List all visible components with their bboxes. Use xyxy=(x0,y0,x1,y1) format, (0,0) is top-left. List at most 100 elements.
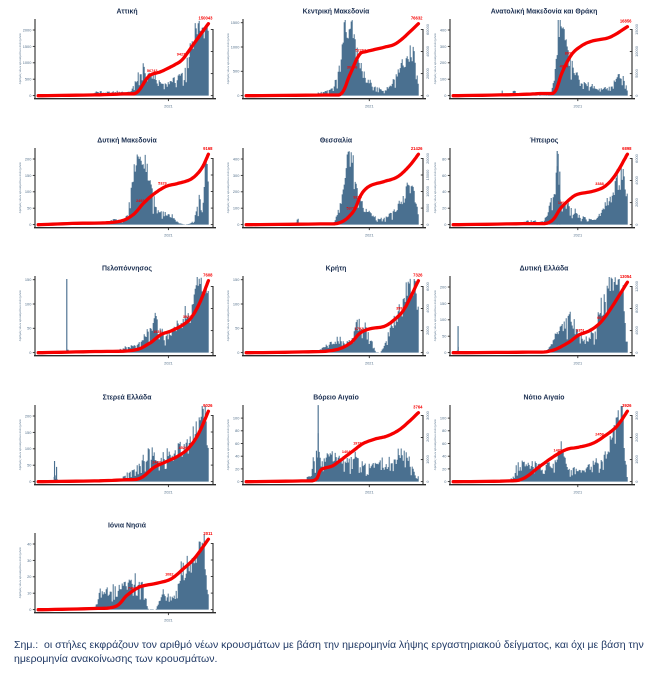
svg-text:0: 0 xyxy=(444,350,447,355)
svg-text:2021: 2021 xyxy=(365,489,374,494)
svg-text:150: 150 xyxy=(440,301,447,306)
svg-text:3926: 3926 xyxy=(622,403,632,408)
svg-text:4526: 4526 xyxy=(179,446,187,450)
svg-text:60: 60 xyxy=(442,440,447,445)
svg-text:0: 0 xyxy=(444,479,447,484)
svg-text:400: 400 xyxy=(440,27,447,32)
svg-text:Ανατολική Μακεδονία και Θράκη: Ανατολική Μακεδονία και Θράκη xyxy=(491,8,598,16)
svg-text:16856: 16856 xyxy=(620,19,632,24)
svg-text:8000: 8000 xyxy=(634,303,639,312)
svg-text:6000: 6000 xyxy=(215,169,216,178)
svg-text:1082: 1082 xyxy=(165,573,173,577)
svg-text:6898: 6898 xyxy=(622,146,632,151)
svg-text:Αριθμός νέων κρουσμάτων ανά ημ: Αριθμός νέων κρουσμάτων ανά ημ/νία xyxy=(226,162,230,213)
svg-text:Αριθμός νέων κρουσμάτων ανά ημ: Αριθμός νέων κρουσμάτων ανά ημ/νία xyxy=(226,290,230,341)
svg-text:2011: 2011 xyxy=(203,531,213,536)
svg-text:0: 0 xyxy=(444,222,447,227)
svg-text:5000: 5000 xyxy=(634,68,639,77)
svg-text:100000: 100000 xyxy=(215,44,216,58)
svg-text:100: 100 xyxy=(25,189,32,194)
svg-text:100: 100 xyxy=(440,317,447,322)
svg-text:Αριθμός νέων κρουσμάτων ανά ημ: Αριθμός νέων κρουσμάτων ανά ημ/νία xyxy=(18,419,22,470)
svg-text:746: 746 xyxy=(128,586,134,590)
svg-text:1481: 1481 xyxy=(553,448,561,452)
svg-text:2467: 2467 xyxy=(152,460,160,464)
svg-text:60: 60 xyxy=(235,440,240,445)
svg-text:0: 0 xyxy=(237,479,240,484)
svg-text:20000: 20000 xyxy=(425,152,430,164)
svg-text:2021: 2021 xyxy=(573,104,582,109)
svg-text:3764: 3764 xyxy=(413,404,423,409)
svg-text:80: 80 xyxy=(235,428,240,433)
svg-text:6925: 6925 xyxy=(597,316,605,320)
svg-text:9289: 9289 xyxy=(353,195,361,199)
svg-text:2021: 2021 xyxy=(164,104,173,109)
svg-text:3000: 3000 xyxy=(634,410,639,419)
svg-text:150: 150 xyxy=(25,172,32,177)
svg-text:150000: 150000 xyxy=(215,22,216,36)
svg-text:Κρήτη: Κρήτη xyxy=(326,266,347,273)
svg-text:0: 0 xyxy=(29,479,32,484)
svg-text:1792: 1792 xyxy=(355,327,363,331)
svg-text:10000: 10000 xyxy=(425,185,430,197)
svg-text:100: 100 xyxy=(440,415,447,420)
svg-text:Αριθμός νέων κρουσμάτων ανά ημ: Αριθμός νέων κρουσμάτων ανά ημ/νία xyxy=(18,162,22,213)
svg-text:0: 0 xyxy=(425,351,430,354)
svg-text:Αριθμός νέων κρουσμάτων ανά ημ: Αριθμός νέων κρουσμάτων ανά ημ/νία xyxy=(18,33,22,84)
svg-text:0: 0 xyxy=(29,222,32,227)
svg-text:300: 300 xyxy=(440,44,447,49)
svg-text:1978: 1978 xyxy=(353,441,361,445)
svg-text:5329: 5329 xyxy=(158,181,166,185)
svg-text:4000: 4000 xyxy=(634,175,639,184)
svg-text:56743: 56743 xyxy=(147,69,158,73)
svg-text:150: 150 xyxy=(25,277,32,282)
svg-text:6000: 6000 xyxy=(215,281,216,290)
svg-text:0: 0 xyxy=(215,608,216,611)
svg-text:0: 0 xyxy=(634,351,639,354)
svg-text:0: 0 xyxy=(237,222,240,227)
svg-text:5000: 5000 xyxy=(425,202,430,211)
svg-text:1000: 1000 xyxy=(23,60,32,65)
svg-text:10000: 10000 xyxy=(634,45,639,57)
svg-text:0: 0 xyxy=(634,222,639,225)
svg-text:0: 0 xyxy=(444,93,447,98)
svg-text:0: 0 xyxy=(215,222,216,225)
svg-text:2458: 2458 xyxy=(595,432,603,436)
svg-text:100: 100 xyxy=(233,301,240,306)
svg-text:100: 100 xyxy=(25,301,32,306)
svg-text:Βόρειο Αιγαίο: Βόρειο Αιγαίο xyxy=(313,394,359,401)
svg-text:4000: 4000 xyxy=(634,325,639,334)
svg-text:13054: 13054 xyxy=(620,274,632,279)
svg-text:Δυτική Ελλάδα: Δυτική Ελλάδα xyxy=(520,265,570,273)
svg-text:100: 100 xyxy=(25,446,32,451)
svg-text:6000: 6000 xyxy=(634,153,639,162)
svg-text:100: 100 xyxy=(233,205,240,210)
svg-text:2021: 2021 xyxy=(164,232,173,237)
svg-text:8000: 8000 xyxy=(215,410,216,419)
svg-text:9168: 9168 xyxy=(203,146,213,151)
svg-text:0: 0 xyxy=(237,93,240,98)
svg-text:500: 500 xyxy=(25,77,32,82)
svg-text:4974: 4974 xyxy=(560,65,569,69)
svg-text:52207: 52207 xyxy=(355,48,366,52)
svg-text:50: 50 xyxy=(442,334,447,339)
svg-text:76632: 76632 xyxy=(411,16,423,21)
svg-text:2000: 2000 xyxy=(634,197,639,206)
svg-text:400: 400 xyxy=(233,156,240,161)
svg-text:20000: 20000 xyxy=(425,67,430,79)
svg-text:Πελοπόννησος: Πελοπόννησος xyxy=(102,265,152,273)
svg-text:2000: 2000 xyxy=(634,432,639,441)
svg-text:Ήπειρος: Ήπειρος xyxy=(530,137,559,144)
svg-text:0: 0 xyxy=(215,94,216,97)
svg-text:Αριθμός νέων κρουσμάτων ανά ημ: Αριθμός νέων κρουσμάτων ανά ημ/νία xyxy=(433,290,437,341)
svg-text:40: 40 xyxy=(27,541,32,546)
svg-text:3591: 3591 xyxy=(396,306,404,310)
svg-text:200: 200 xyxy=(25,413,32,418)
svg-text:200: 200 xyxy=(440,60,447,65)
svg-text:500: 500 xyxy=(233,69,240,74)
svg-text:40: 40 xyxy=(442,453,447,458)
svg-text:1500: 1500 xyxy=(23,44,32,49)
svg-text:Αριθμός νέων κρουσμάτων ανά ημ: Αριθμός νέων κρουσμάτων ανά ημ/νία xyxy=(226,33,230,84)
svg-text:40: 40 xyxy=(442,189,447,194)
svg-text:40000: 40000 xyxy=(425,45,430,57)
